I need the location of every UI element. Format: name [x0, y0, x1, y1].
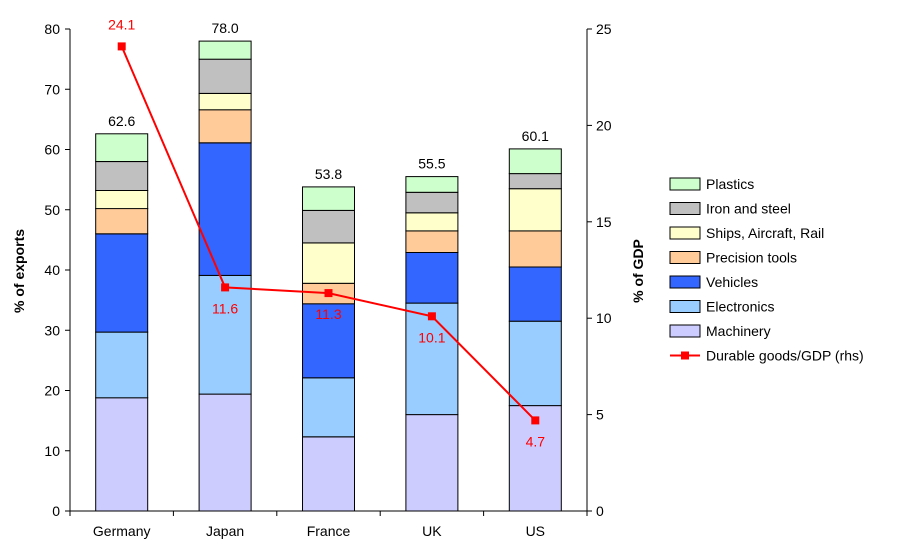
left-tick-label-80: 80 — [44, 21, 60, 37]
bar-japan-vehicles — [198, 142, 252, 276]
total-label-japan: 78.0 — [211, 20, 238, 36]
bar-japan-electronics — [198, 274, 252, 395]
bar-uk-plastics — [405, 176, 459, 193]
bar-japan-machinery — [198, 393, 252, 512]
bar-japan-iron-and-steel — [198, 58, 252, 94]
bar-germany-plastics — [95, 133, 149, 163]
bar-uk-machinery — [405, 414, 459, 512]
legend-label: Machinery — [706, 323, 771, 339]
legend-swatch — [669, 177, 701, 191]
durable-goods-line-group — [117, 42, 540, 425]
durable-goods-label-france: 11.3 — [315, 306, 341, 322]
bars-group — [95, 40, 562, 512]
bar-us-precision-tools — [508, 230, 562, 268]
bar-uk-precision-tools — [405, 230, 459, 254]
durable-goods-marker-japan — [221, 283, 230, 292]
y-axis-title-left: % of exports — [11, 229, 27, 313]
durable-goods-label-us: 4.7 — [526, 433, 546, 449]
legend-label: Durable goods/GDP (rhs) — [706, 348, 864, 364]
x-tick-label-uk: UK — [422, 523, 442, 539]
x-tick-label-japan: Japan — [206, 523, 244, 539]
legend-item-machinery: Machinery — [669, 323, 771, 339]
bar-uk-ships-aircraft-rail — [405, 212, 459, 232]
bar-france-vehicles — [302, 303, 355, 379]
left-tick-label-70: 70 — [44, 81, 60, 97]
total-label-us: 60.1 — [522, 128, 549, 144]
legend-label: Precision tools — [706, 250, 797, 266]
legend-item-plastics: Plastics — [669, 176, 754, 192]
bar-us-ships-aircraft-rail — [508, 188, 562, 232]
bar-germany-electronics — [95, 331, 149, 399]
durable-goods-label-japan: 11.6 — [212, 300, 238, 316]
legend-swatch — [669, 226, 701, 240]
right-tick-label-10: 10 — [596, 310, 612, 326]
durable-goods-marker-us — [531, 416, 540, 425]
legend-item-iron-and-steel: Iron and steel — [669, 201, 791, 217]
axes-group: 0 10 20 30 40 50 60 70 80 0 5 10 15 20 25 Germany Japan F… — [44, 21, 611, 539]
legend-swatch — [669, 202, 701, 215]
bar-us-electronics — [508, 320, 562, 407]
legend-marker-swatch — [681, 351, 689, 360]
bar-germany-iron-and-steel — [95, 161, 149, 192]
legend-swatch — [669, 300, 701, 313]
right-tick-label-25: 25 — [596, 21, 612, 37]
legend-item-precision-tools: Precision tools — [669, 250, 797, 266]
bar-us-iron-and-steel — [508, 173, 562, 190]
bar-france-machinery — [302, 436, 355, 512]
x-tick-label-germany: Germany — [93, 523, 151, 539]
total-label-france: 53.8 — [315, 166, 342, 182]
y-axis-title-right: % of GDP — [630, 239, 646, 303]
bar-germany-ships-aircraft-rail — [95, 190, 149, 210]
bar-france-electronics — [302, 377, 355, 438]
right-tick-label-0: 0 — [596, 503, 604, 519]
bar-japan-precision-tools — [198, 109, 252, 144]
bar-germany-machinery — [95, 397, 149, 512]
durable-goods-marker-uk — [427, 312, 436, 321]
legend-item-vehicles: Vehicles — [669, 274, 758, 290]
x-tick-label-france: France — [307, 523, 351, 539]
durable-goods-marker-france — [324, 289, 333, 298]
legend-label: Iron and steel — [706, 201, 791, 217]
legend-swatch — [669, 324, 701, 338]
bar-japan-ships-aircraft-rail — [198, 93, 252, 111]
durable-goods-marker-germany — [117, 42, 126, 51]
total-label-germany: 62.6 — [108, 113, 135, 129]
right-tick-label-5: 5 — [596, 407, 604, 423]
left-tick-label-0: 0 — [52, 503, 60, 519]
durable-goods-label-germany: 24.1 — [108, 16, 135, 32]
legend-swatch — [669, 275, 701, 289]
left-tick-label-50: 50 — [44, 202, 60, 218]
bar-france-iron-and-steel — [302, 209, 355, 244]
left-tick-label-10: 10 — [44, 443, 60, 459]
bar-france-plastics — [302, 186, 355, 211]
legend-label: Ships, Aircraft, Rail — [706, 225, 824, 241]
legend-label: Plastics — [706, 176, 754, 192]
bar-uk-iron-and-steel — [405, 191, 459, 214]
bar-uk-vehicles — [405, 252, 459, 304]
left-tick-label-30: 30 — [44, 322, 60, 338]
legend: Plastics Iron and steel Ships, Aircraft, R… — [669, 176, 864, 364]
legend-label: Vehicles — [706, 274, 758, 290]
left-tick-label-20: 20 — [44, 383, 60, 399]
left-tick-label-60: 60 — [44, 142, 60, 158]
bar-us-plastics — [508, 148, 562, 175]
bar-japan-plastics — [198, 40, 252, 60]
right-tick-label-15: 15 — [596, 214, 612, 230]
durable-goods-label-uk: 10.1 — [418, 329, 445, 345]
legend-item-durable-goods-gdp-rhs: Durable goods/GDP (rhs) — [670, 348, 864, 364]
bar-germany-precision-tools — [95, 208, 149, 235]
bar-france-ships-aircraft-rail — [302, 242, 355, 284]
left-tick-label-40: 40 — [44, 262, 60, 278]
bar-germany-vehicles — [95, 233, 149, 333]
legend-swatch — [669, 251, 701, 264]
legend-item-electronics: Electronics — [669, 299, 774, 315]
labels-group: 62.6 78.0 53.8 55.5 60.1 24.1 11.6 11.3 10.1 4.7 — [108, 16, 549, 449]
total-label-uk: 55.5 — [418, 156, 445, 172]
x-tick-label-us: US — [526, 523, 545, 539]
legend-item-ships-aircraft-rail: Ships, Aircraft, Rail — [669, 225, 824, 241]
bar-us-vehicles — [508, 266, 562, 322]
legend-label: Electronics — [706, 299, 774, 315]
right-tick-label-20: 20 — [596, 117, 612, 133]
